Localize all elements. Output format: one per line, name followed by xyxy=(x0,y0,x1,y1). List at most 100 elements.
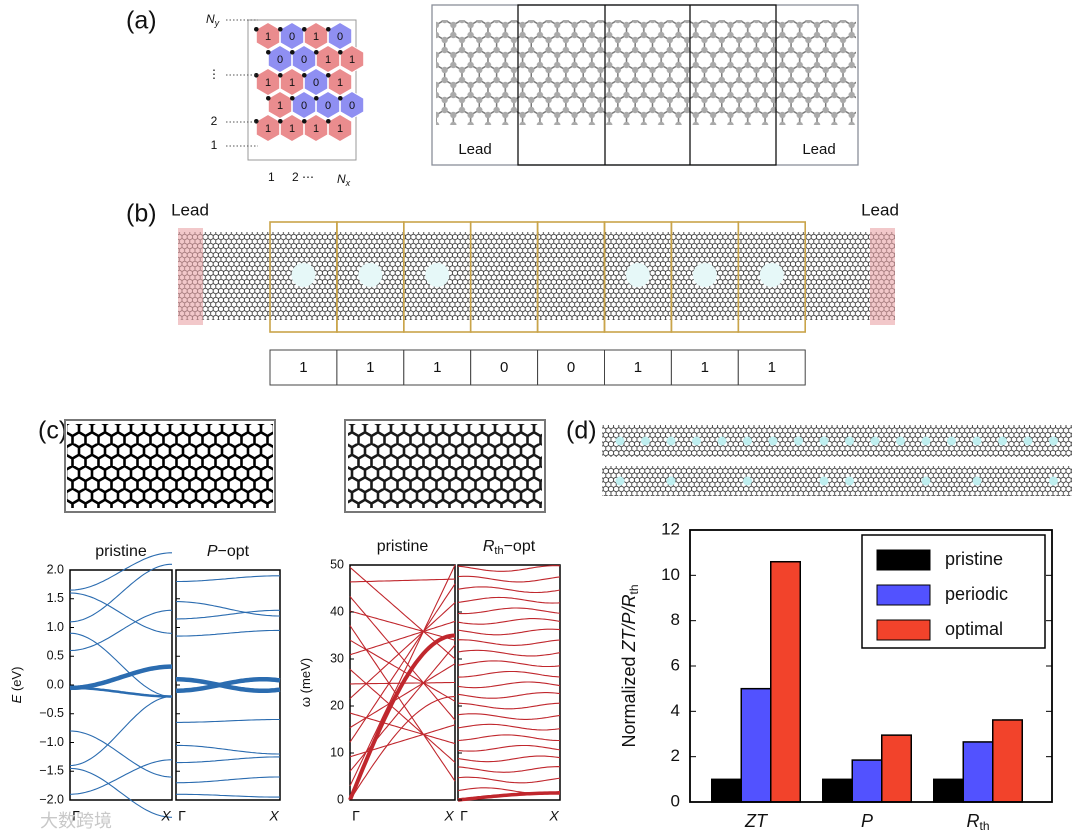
bar xyxy=(962,741,994,803)
panel-label: (b) xyxy=(126,200,157,228)
band-curve xyxy=(176,609,280,620)
hole xyxy=(1023,436,1033,446)
y-tick-label: 0.5 xyxy=(47,649,64,663)
panel-label: (d) xyxy=(566,417,597,445)
hole xyxy=(845,476,854,486)
hole xyxy=(870,436,880,446)
band-curve xyxy=(349,583,456,743)
band-curve xyxy=(349,564,456,787)
hole xyxy=(625,263,650,287)
sequence-value: 1 xyxy=(768,359,776,376)
row-label: 2 xyxy=(211,114,218,128)
band-curve xyxy=(175,677,281,694)
band-curve xyxy=(69,759,172,795)
band-curve xyxy=(349,610,456,641)
cell-frame xyxy=(247,19,357,161)
x-tick-label: X xyxy=(268,808,279,824)
legend-label: optimal xyxy=(945,619,1003,639)
hole xyxy=(615,436,625,446)
ribbon-image xyxy=(602,425,1072,457)
scatter-region xyxy=(517,4,777,166)
band-curve xyxy=(176,718,280,723)
category: P xyxy=(861,811,873,831)
band-curve xyxy=(458,670,561,678)
x-tick-label: X xyxy=(443,808,454,824)
sequence-value: 1 xyxy=(701,359,709,376)
plot-frame xyxy=(457,564,561,801)
lead-region xyxy=(178,228,203,325)
category: R xyxy=(966,811,979,831)
x-tick-label: Rth xyxy=(966,811,989,833)
y-tick-label: 40 xyxy=(330,604,344,618)
hole xyxy=(1049,476,1058,486)
y-tick-label: 0.0 xyxy=(47,677,64,691)
bar xyxy=(740,687,772,803)
cell-value: 1 xyxy=(337,123,343,135)
atom xyxy=(253,73,259,78)
row-label: 1 xyxy=(211,138,218,152)
band-plots: 2.01.51.00.50.0−0.5−1.0−1.5−2.0Γ X Γ Xprist… xyxy=(9,538,561,824)
cell-value: 0 xyxy=(301,54,307,66)
y-tick-label: 10 xyxy=(330,745,344,759)
title-var: P xyxy=(207,543,218,560)
atom xyxy=(290,50,295,55)
band-curve xyxy=(69,695,173,767)
cell-value: 1 xyxy=(265,31,271,43)
hole xyxy=(998,436,1007,446)
band-curve xyxy=(457,713,561,720)
ribbon-image xyxy=(436,20,856,125)
y-tick-label: 8 xyxy=(671,610,680,629)
y-tick-label: 6 xyxy=(671,655,680,674)
x-tick-label: Γ xyxy=(460,808,468,824)
label-var: E xyxy=(9,694,24,703)
band-curve xyxy=(457,702,561,710)
y-axis-label: Normalized ZT/P/Rth xyxy=(619,584,641,747)
band-curve xyxy=(457,776,561,784)
band-curve xyxy=(349,724,456,758)
band-curve xyxy=(457,734,560,742)
hole xyxy=(615,476,625,486)
y-tick-label: 0 xyxy=(337,792,344,806)
sequence-cell xyxy=(403,349,472,386)
band-curve xyxy=(457,681,561,689)
plot-title: Rth−opt xyxy=(483,538,536,557)
band-curve xyxy=(457,596,561,604)
band-curve xyxy=(176,793,280,798)
hole xyxy=(972,436,982,446)
band-curve xyxy=(349,668,456,763)
bar xyxy=(711,778,742,803)
lead-label: Lead xyxy=(861,200,899,219)
y-tick-label: 1.0 xyxy=(47,620,64,634)
col-label: 2 ⋯ xyxy=(292,170,314,184)
legend-swatch xyxy=(876,549,931,571)
hole xyxy=(692,436,701,446)
band-curve xyxy=(176,575,280,583)
atom xyxy=(278,73,283,78)
bar xyxy=(770,560,801,803)
band-curve xyxy=(349,602,456,699)
x-tick-label: Γ xyxy=(352,808,360,824)
hole xyxy=(972,476,982,486)
atom xyxy=(266,50,271,55)
band-curve xyxy=(457,628,561,636)
atom xyxy=(302,27,307,32)
bar xyxy=(822,778,853,803)
band-curve xyxy=(176,744,280,755)
legend-swatch xyxy=(876,619,931,641)
col-label: Nx xyxy=(337,172,351,188)
plot-frame xyxy=(689,529,1053,803)
band-curve xyxy=(457,565,561,572)
cell-value: 1 xyxy=(289,123,295,135)
y-tick-label: 1.5 xyxy=(47,591,64,605)
band-curve xyxy=(457,744,561,752)
hole xyxy=(358,263,383,287)
lead-region xyxy=(870,228,895,325)
title-sub: th xyxy=(494,545,503,557)
atom xyxy=(326,27,331,32)
ribbon-holes xyxy=(615,436,1058,486)
hole xyxy=(1049,436,1058,446)
sequence-cell xyxy=(269,349,338,386)
bar xyxy=(851,759,883,803)
hole xyxy=(666,436,676,446)
